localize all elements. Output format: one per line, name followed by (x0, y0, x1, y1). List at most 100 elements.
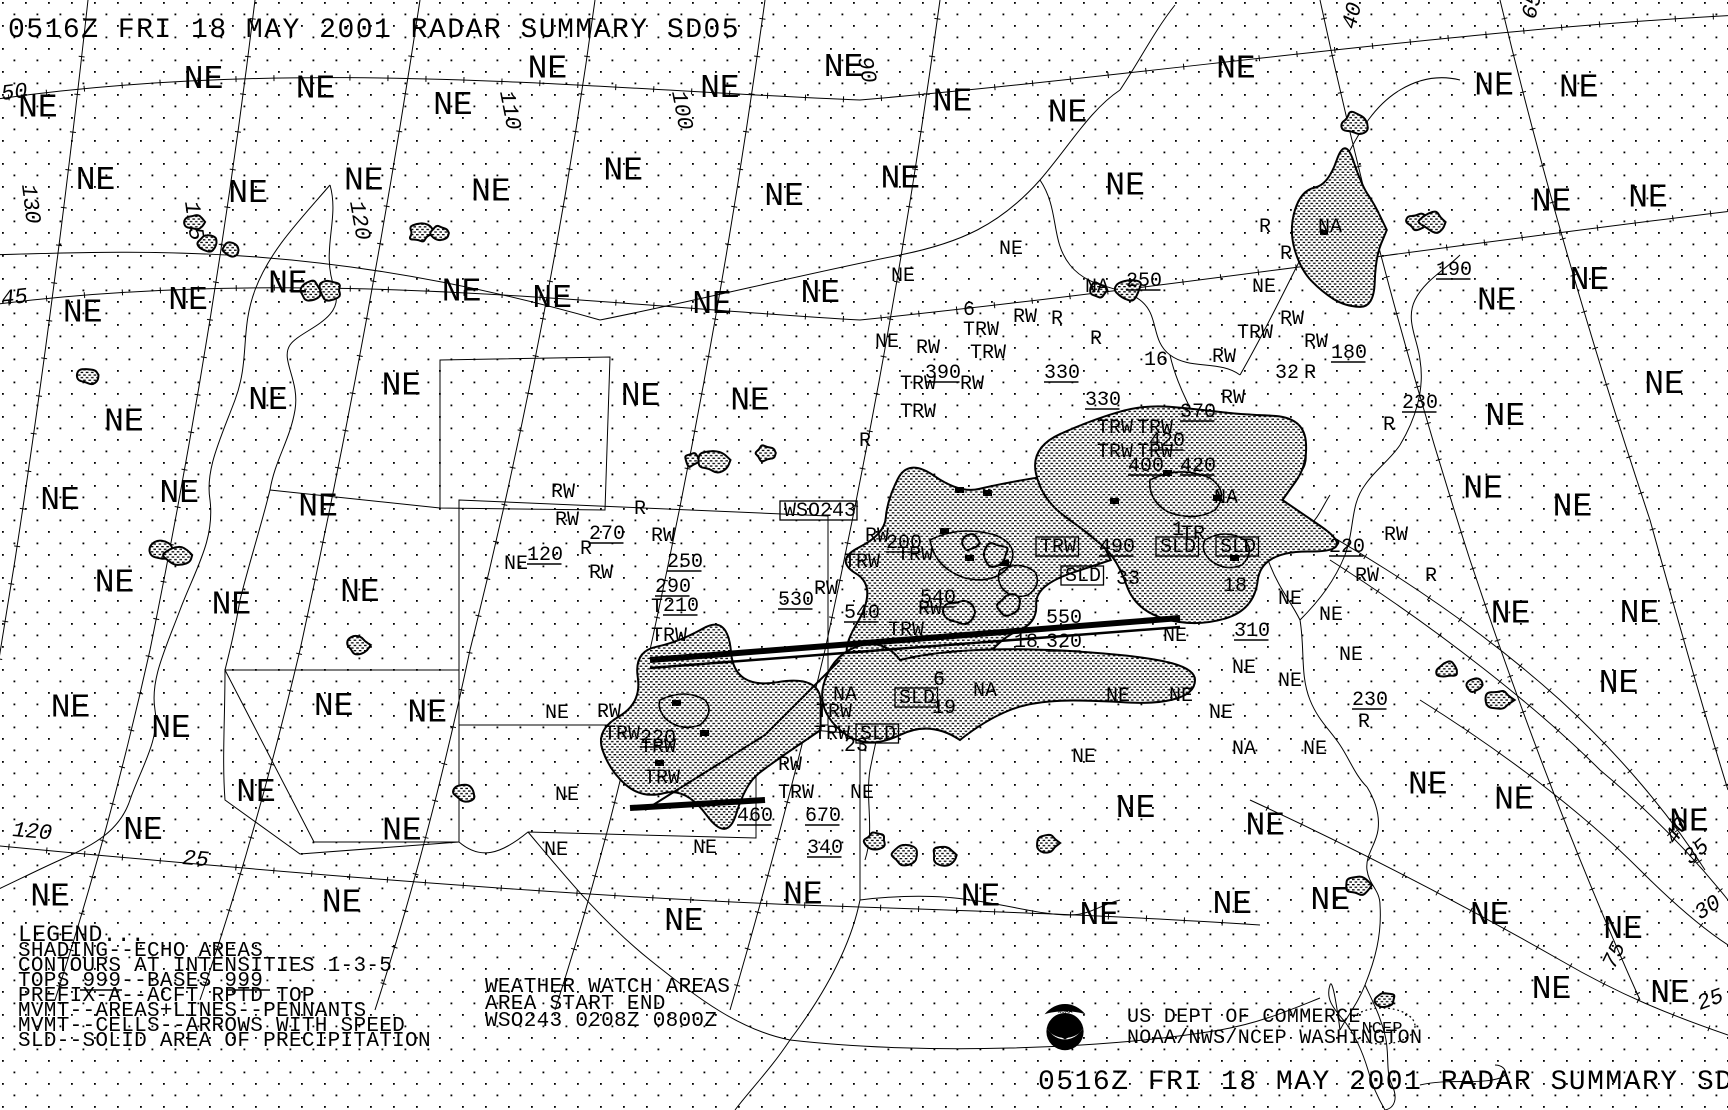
svg-text:32: 32 (1275, 362, 1299, 385)
svg-text:NE: NE (1106, 685, 1130, 708)
svg-text:NE: NE (322, 885, 362, 922)
svg-text:NE: NE (1252, 276, 1276, 299)
svg-text:NE: NE (1494, 782, 1534, 819)
svg-text:16: 16 (1144, 349, 1168, 372)
svg-text:T: T (1240, 536, 1252, 559)
svg-text:130: 130 (15, 183, 45, 225)
svg-text:NE: NE (693, 837, 717, 860)
svg-text:R: R (1259, 216, 1271, 239)
svg-text:NE: NE (621, 378, 661, 415)
svg-text:NE: NE (407, 695, 447, 732)
svg-text:R: R (859, 430, 871, 453)
svg-text:NE: NE (1080, 897, 1120, 934)
svg-text:NA: NA (1214, 487, 1238, 510)
svg-text:NE: NE (1163, 625, 1187, 648)
svg-text:RW: RW (1304, 331, 1328, 354)
svg-text:NOAA: NOAA (1057, 1008, 1072, 1015)
svg-text:NE: NE (151, 710, 191, 747)
svg-text:NE: NE (1216, 51, 1256, 88)
svg-text:NE: NE (168, 282, 208, 319)
svg-text:NE: NE (1620, 595, 1660, 632)
svg-text:NE: NE (382, 813, 422, 850)
svg-text:NE: NE (891, 265, 915, 288)
svg-text:R: R (634, 498, 646, 521)
svg-text:RW: RW (597, 701, 621, 724)
svg-text:25: 25 (181, 846, 209, 873)
svg-text:6: 6 (933, 669, 945, 692)
svg-text:NE: NE (228, 175, 268, 212)
svg-text:R: R (1358, 711, 1370, 734)
svg-text:NE: NE (730, 383, 770, 420)
svg-text:R: R (1090, 328, 1102, 351)
svg-text:TRW: TRW (604, 723, 640, 746)
svg-text:TRW: TRW (970, 342, 1006, 365)
svg-text:NE: NE (1072, 746, 1096, 769)
svg-text:NE: NE (1485, 398, 1525, 435)
svg-text:RW: RW (1384, 524, 1408, 547)
svg-text:NE: NE (528, 50, 568, 87)
svg-text:NE: NE (1532, 971, 1572, 1008)
svg-text:1: 1 (1172, 519, 1184, 542)
svg-text:18: 18 (1014, 631, 1038, 654)
svg-text:45: 45 (0, 284, 29, 312)
svg-text:NE: NE (471, 174, 511, 211)
svg-text:NE: NE (999, 238, 1023, 261)
svg-text:NE: NE (545, 702, 569, 725)
svg-text:NE: NE (1559, 69, 1599, 106)
svg-text:NE: NE (314, 688, 354, 725)
svg-text:NE: NE (104, 403, 144, 440)
svg-text:TRW: TRW (1097, 417, 1133, 440)
svg-text:TRW: TRW (644, 767, 680, 790)
svg-text:0516Z FRI 18 MAY 2001 RADAR SU: 0516Z FRI 18 MAY 2001 RADAR SUMMARY SD05 (1038, 1067, 1728, 1098)
svg-text:NOAA/NWS/NCEP WASHINGTON: NOAA/NWS/NCEP WASHINGTON (1127, 1027, 1422, 1050)
svg-text:T: T (651, 596, 663, 619)
svg-text:RW: RW (960, 373, 984, 396)
svg-text:RW: RW (1355, 565, 1379, 588)
svg-text:NE: NE (95, 564, 135, 601)
svg-text:NE: NE (1491, 596, 1531, 633)
svg-text:NE: NE (504, 553, 528, 576)
svg-text:R: R (1425, 565, 1437, 588)
svg-text:TRW: TRW (900, 401, 936, 424)
svg-text:NE: NE (1048, 94, 1088, 131)
svg-text:NE: NE (1644, 366, 1684, 403)
svg-text:NE: NE (933, 84, 973, 121)
svg-text:NE: NE (30, 878, 70, 915)
svg-text:NE: NE (1319, 604, 1343, 627)
svg-text:NE: NE (603, 152, 643, 189)
svg-text:NE: NE (298, 489, 338, 526)
svg-text:NE: NE (961, 878, 1001, 915)
svg-text:NE: NE (159, 475, 199, 512)
svg-text:RW: RW (551, 481, 575, 504)
svg-text:RW: RW (555, 509, 579, 532)
svg-text:NE: NE (850, 782, 874, 805)
svg-text:NE: NE (875, 331, 899, 354)
svg-text:RW: RW (1013, 306, 1037, 329)
svg-text:WSO243: WSO243 (784, 500, 856, 523)
svg-text:TRW: TRW (816, 701, 852, 724)
svg-text:NE: NE (236, 774, 276, 811)
svg-text:18: 18 (1223, 575, 1247, 598)
svg-text:23: 23 (844, 735, 868, 758)
svg-text:NE: NE (1532, 184, 1572, 221)
svg-text:NE: NE (1477, 282, 1517, 319)
svg-text:120: 120 (11, 818, 53, 846)
svg-text:TRW: TRW (844, 551, 880, 574)
svg-text:NE: NE (40, 482, 80, 519)
svg-text:TRW: TRW (778, 782, 814, 805)
svg-text:TRW: TRW (888, 619, 924, 642)
svg-text:NE: NE (824, 49, 864, 86)
svg-text:TRW: TRW (651, 625, 687, 648)
svg-text:NE: NE (18, 90, 58, 127)
svg-text:NE: NE (1278, 588, 1302, 611)
svg-text:NE: NE (1474, 67, 1514, 104)
svg-text:RW: RW (589, 562, 613, 585)
svg-text:NE: NE (184, 61, 224, 98)
svg-text:SLD: SLD (1065, 565, 1101, 588)
svg-text:TRW: TRW (1237, 322, 1273, 345)
svg-text:NE: NE (123, 812, 163, 849)
svg-text:NE: NE (700, 70, 740, 107)
svg-text:NE: NE (1105, 167, 1145, 204)
svg-text:NE: NE (268, 266, 308, 303)
svg-text:NE: NE (1408, 767, 1448, 804)
